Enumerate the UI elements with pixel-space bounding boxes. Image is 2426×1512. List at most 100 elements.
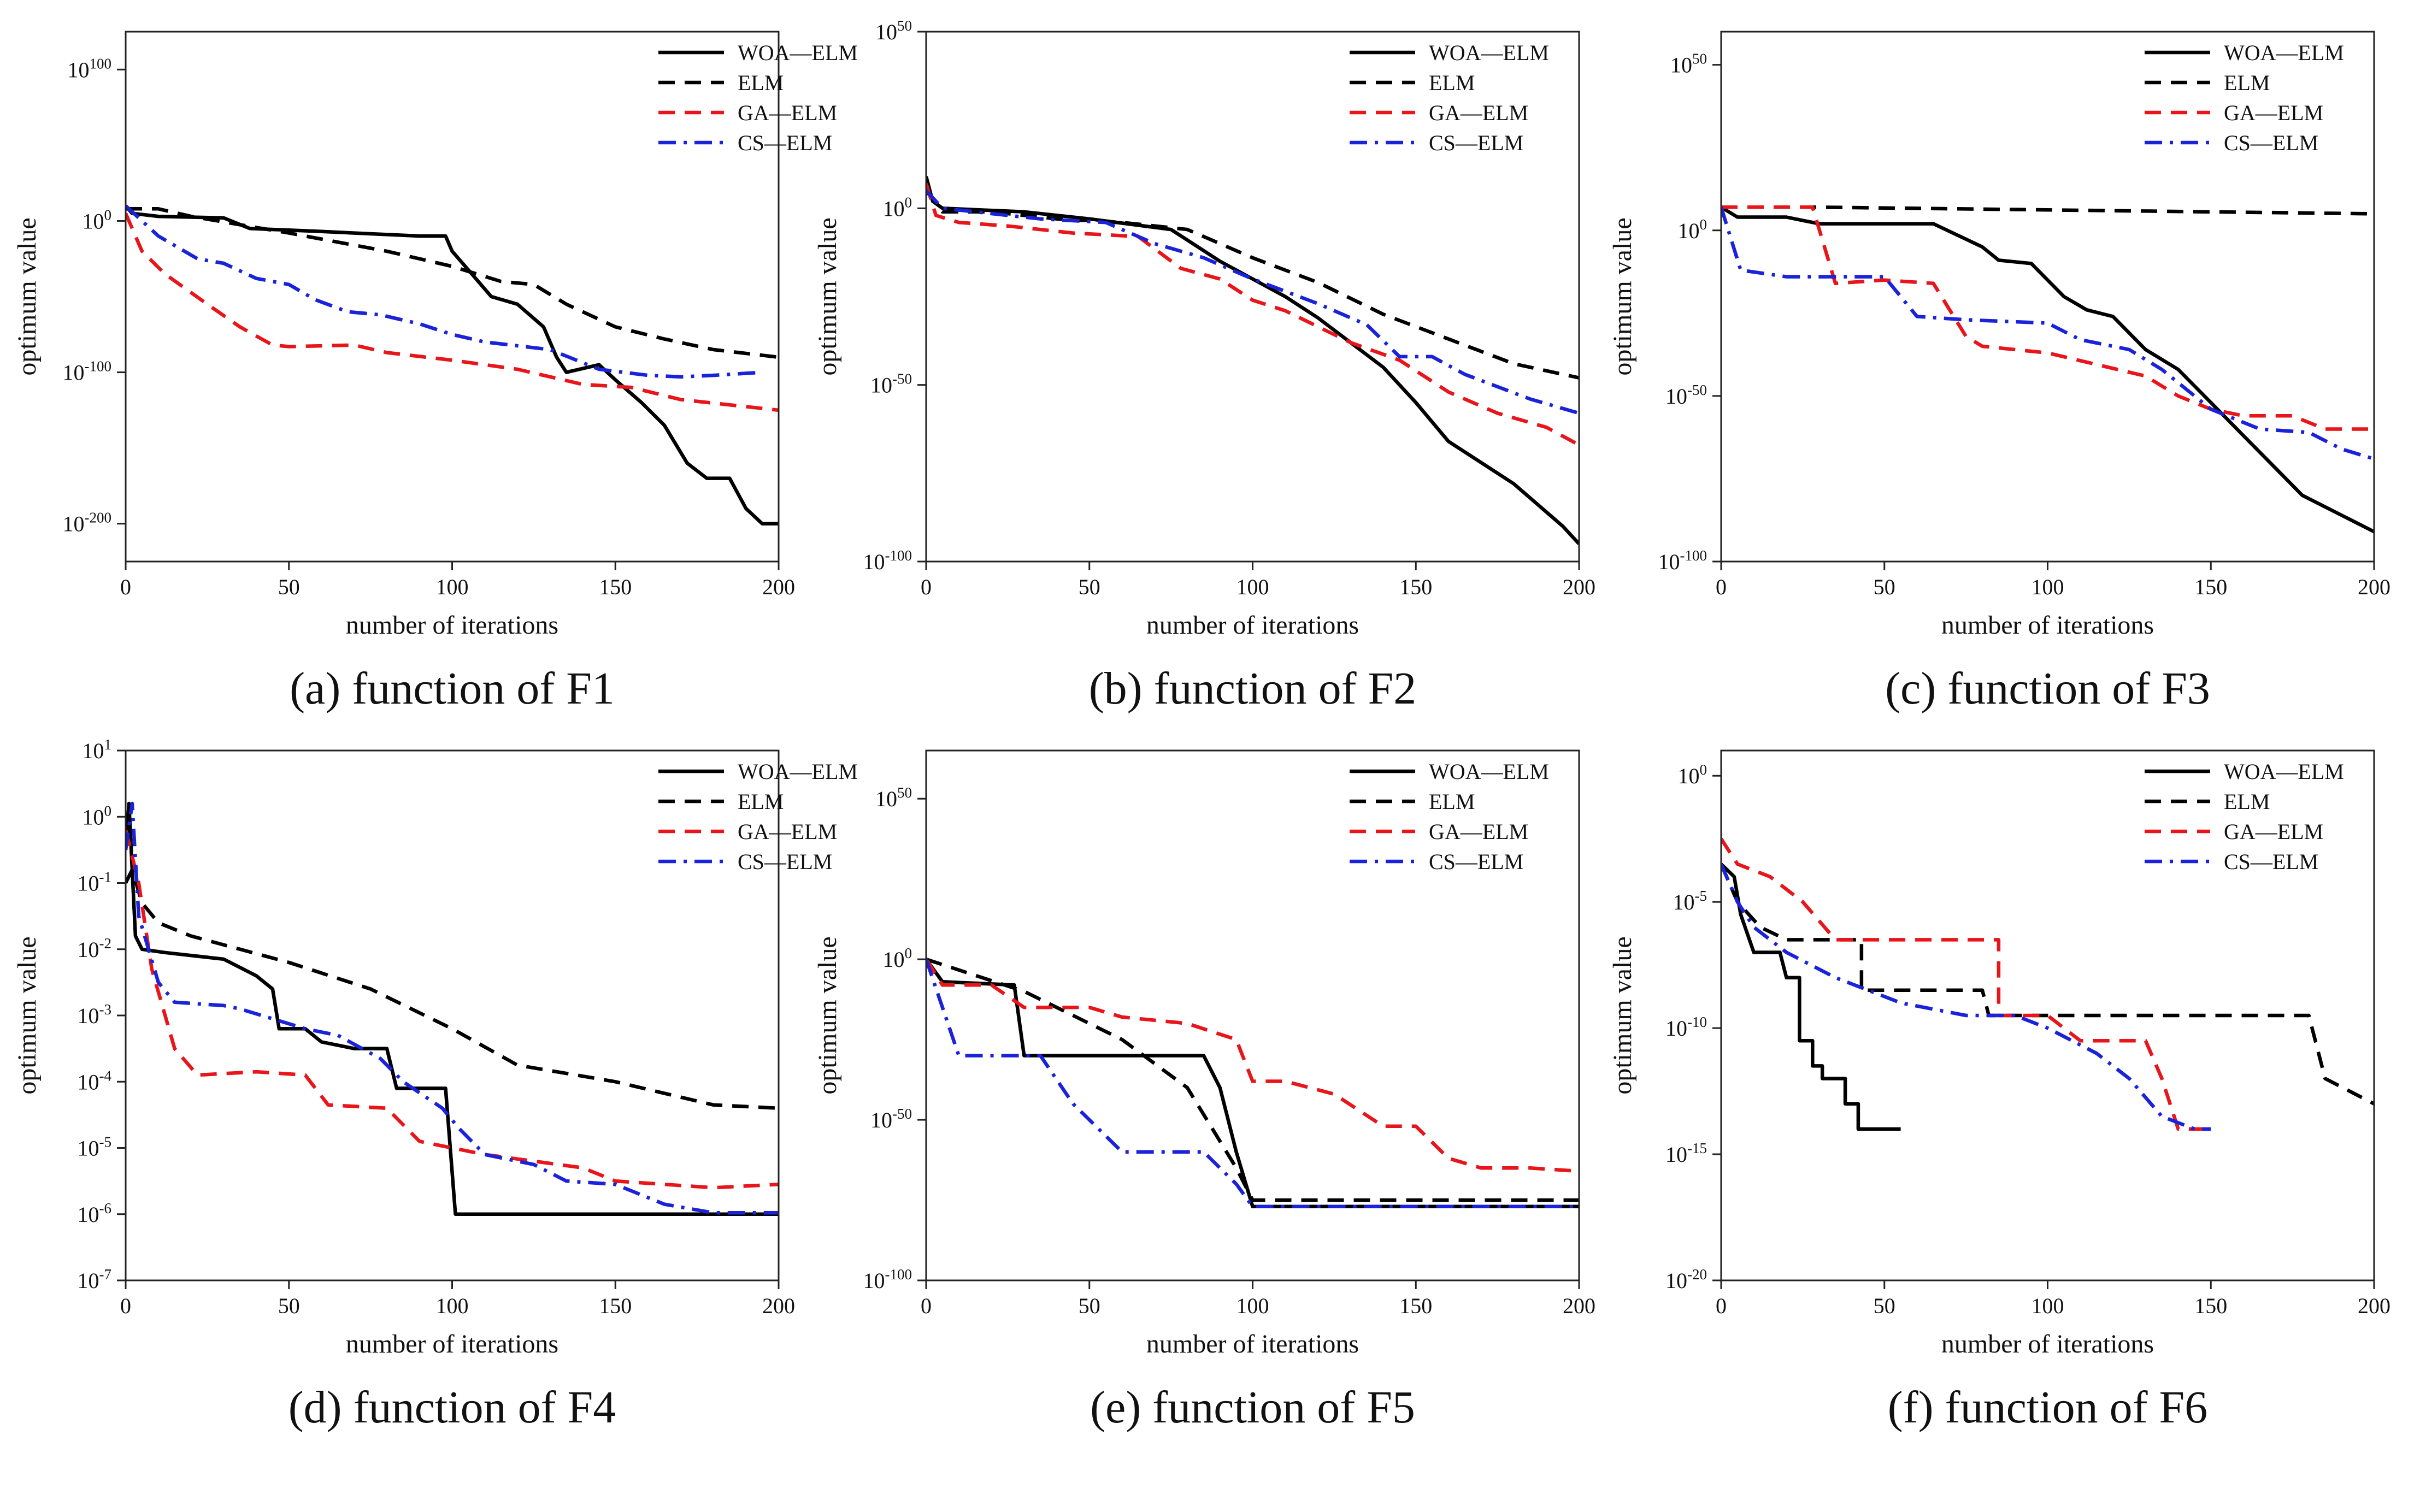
x-tick-label: 50 xyxy=(278,575,300,599)
y-tick-label: 10-50 xyxy=(870,1106,912,1132)
chart-caption: (e) function of F5 xyxy=(1090,1382,1415,1433)
x-tick-label: 0 xyxy=(1716,575,1727,599)
x-tick-label: 0 xyxy=(921,1294,932,1318)
y-axis-label: optimum value xyxy=(13,217,42,375)
legend-label: GA—ELM xyxy=(1429,819,1528,844)
legend-label: CS—ELM xyxy=(2224,849,2318,874)
series-line-2 xyxy=(1721,863,2374,1106)
x-tick-label: 200 xyxy=(2358,575,2390,599)
x-tick-label: 100 xyxy=(1236,575,1269,599)
chart-caption: (d) function of F4 xyxy=(288,1382,616,1433)
legend-label: ELM xyxy=(2224,70,2270,95)
y-tick-label: 1050 xyxy=(1670,51,1707,78)
x-tick-label: 150 xyxy=(599,575,632,599)
x-tick-label: 200 xyxy=(762,575,795,599)
x-axis-label: number of iterations xyxy=(1146,611,1359,640)
y-tick-label: 100 xyxy=(883,194,912,221)
x-tick-label: 150 xyxy=(599,1294,632,1318)
x-tick-label: 0 xyxy=(1716,1294,1727,1318)
y-tick-label: 1050 xyxy=(875,784,912,811)
legend-label: ELM xyxy=(1429,70,1475,95)
y-tick-label: 10-100 xyxy=(1658,547,1707,574)
x-tick-label: 0 xyxy=(120,1294,131,1318)
y-tick-label: 100 xyxy=(1678,216,1707,243)
y-tick-label: 10100 xyxy=(68,55,112,82)
series-line-4 xyxy=(926,959,1579,1209)
x-tick-label: 200 xyxy=(1563,575,1595,599)
y-tick-label: 1050 xyxy=(875,17,912,44)
series-line-3 xyxy=(926,183,1579,447)
series-line-3 xyxy=(126,212,779,412)
y-tick-label: 10-5 xyxy=(1673,888,1707,914)
y-tick-label: 10-20 xyxy=(1665,1266,1707,1293)
y-axis-label: optimum value xyxy=(13,936,42,1094)
series-line-4 xyxy=(126,204,763,379)
x-tick-label: 0 xyxy=(120,575,131,599)
chart-1: 0 50 100 150 200 10100 100 10-100 10-200 number o… xyxy=(13,31,858,714)
series-line-4 xyxy=(1721,863,2211,1131)
y-tick-label: 10-4 xyxy=(78,1067,112,1094)
legend-label: ELM xyxy=(2224,789,2270,814)
y-tick-label: 10-200 xyxy=(63,510,112,536)
chart-2: 0 50 100 150 200 1050 100 10-50 10-100 number of … xyxy=(813,17,1595,714)
legend-label: GA—ELM xyxy=(2224,101,2323,125)
chart-6: 0 50 100 150 200 100 10-5 10-10 10-15 10-20 number… xyxy=(1608,749,2390,1433)
legend-label: GA—ELM xyxy=(1429,101,1528,125)
legend-label: WOA—ELM xyxy=(738,40,858,65)
series-line-1 xyxy=(126,801,779,1216)
chart-4: 0 50 100 150 200 101 100 10-1 10-2 10-3 10-4 10-5 10… xyxy=(13,736,858,1433)
legend-label: WOA—ELM xyxy=(2224,40,2344,65)
x-tick-label: 150 xyxy=(1399,1294,1432,1318)
series-line-4 xyxy=(926,189,1579,415)
x-tick-label: 200 xyxy=(1563,1294,1595,1318)
series-line-3 xyxy=(126,829,779,1190)
chart-caption: (a) function of F1 xyxy=(290,663,615,714)
x-tick-label: 50 xyxy=(1874,575,1895,599)
x-tick-label: 100 xyxy=(2032,1294,2064,1318)
legend-label: CS—ELM xyxy=(738,849,832,874)
y-axis-label: optimum value xyxy=(813,936,842,1094)
y-axis-label: optimum value xyxy=(1608,936,1637,1094)
x-tick-label: 100 xyxy=(1236,1294,1269,1318)
x-tick-label: 50 xyxy=(1079,1294,1100,1318)
y-tick-label: 10-3 xyxy=(78,1001,112,1028)
chart-caption: (f) function of F6 xyxy=(1888,1382,2208,1433)
y-tick-label: 10-100 xyxy=(63,358,112,385)
y-tick-label: 100 xyxy=(883,945,912,972)
y-tick-label: 100 xyxy=(83,802,112,829)
chart-caption: (b) function of F2 xyxy=(1089,663,1417,714)
y-tick-label: 101 xyxy=(83,736,112,763)
y-tick-label: 10-6 xyxy=(78,1200,112,1227)
series-line-1 xyxy=(1721,205,2374,534)
series-line-1 xyxy=(926,958,1579,1209)
legend-label: GA—ELM xyxy=(738,101,837,125)
x-tick-label: 150 xyxy=(1399,575,1432,599)
x-tick-label: 0 xyxy=(921,575,932,599)
y-tick-label: 10-10 xyxy=(1665,1014,1707,1041)
y-tick-label: 10-50 xyxy=(1665,382,1707,409)
y-tick-label: 10-100 xyxy=(863,547,912,574)
series-line-2 xyxy=(126,868,779,1111)
legend-label: CS—ELM xyxy=(1429,131,1523,155)
y-tick-label: 10-5 xyxy=(78,1134,112,1161)
series-line-2 xyxy=(926,958,1579,1202)
x-tick-label: 100 xyxy=(436,575,469,599)
series-line-1 xyxy=(126,204,779,525)
series-line-4 xyxy=(126,801,779,1215)
y-tick-label: 10-1 xyxy=(78,869,112,896)
x-axis-label: number of iterations xyxy=(346,611,558,640)
x-axis-label: number of iterations xyxy=(1941,611,2154,640)
series-line-2 xyxy=(926,190,1579,380)
plot-frame xyxy=(125,749,780,1281)
series-line-3 xyxy=(1721,205,2374,431)
series-line-4 xyxy=(1721,206,2374,461)
legend-label: WOA—ELM xyxy=(738,759,858,784)
legend-label: GA—ELM xyxy=(738,819,837,844)
series-line-1 xyxy=(926,176,1579,545)
y-tick-label: 10-50 xyxy=(870,371,912,398)
legend-label: WOA—ELM xyxy=(1429,40,1549,65)
x-axis-label: number of iterations xyxy=(346,1330,558,1359)
legend-label: CS—ELM xyxy=(738,131,832,155)
x-tick-label: 200 xyxy=(2358,1294,2390,1318)
